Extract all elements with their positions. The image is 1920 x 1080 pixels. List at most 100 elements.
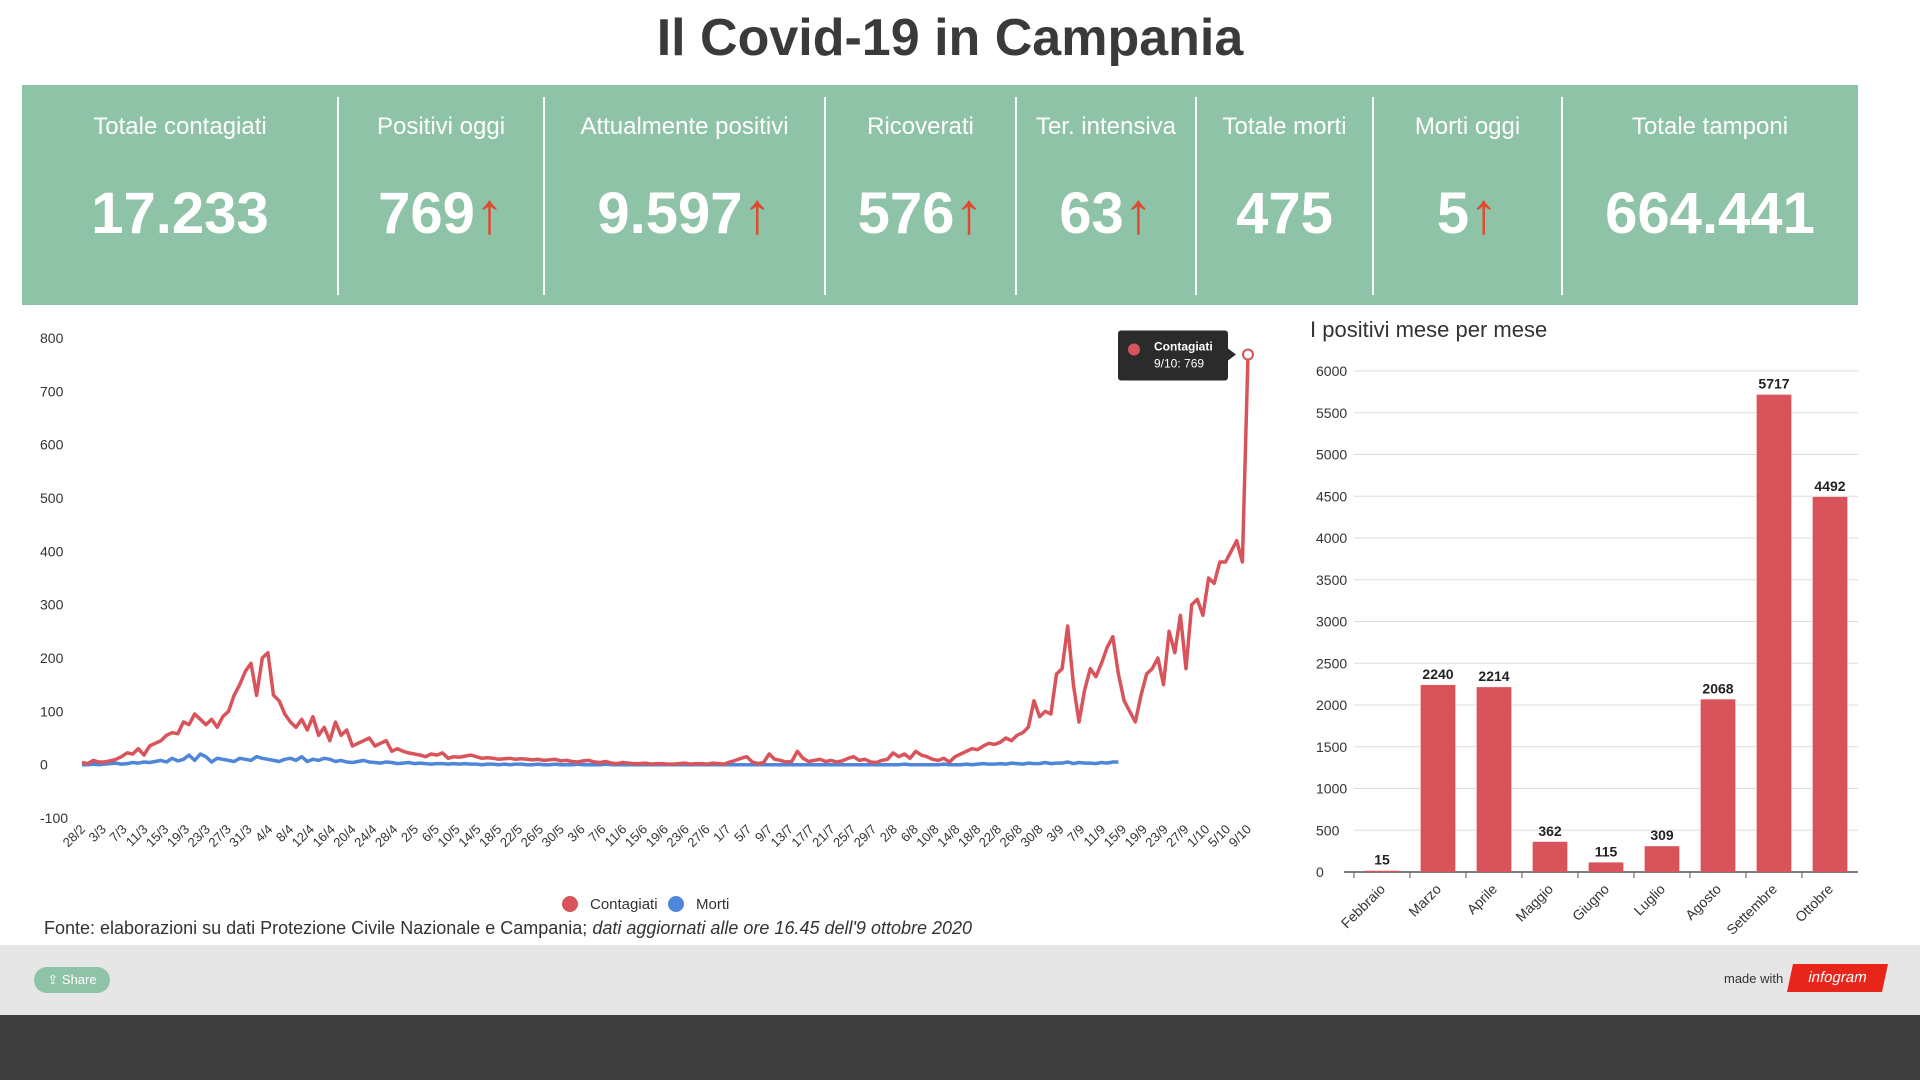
y-tick-label: 500: [40, 490, 64, 506]
kpi-value: 17.233: [22, 180, 338, 247]
share-button[interactable]: ⇪ Share: [34, 967, 110, 993]
kpi-3: Attualmente positivi 9.597↑: [544, 85, 825, 305]
legend-swatch-contagiati[interactable]: [562, 896, 578, 912]
kpi-7: Morti oggi 5↑: [1373, 85, 1562, 305]
legend-label-morti[interactable]: Morti: [696, 896, 729, 913]
bar-value-label: 5717: [1758, 376, 1789, 392]
y-tick-label: 200: [40, 650, 64, 666]
bar-settembre[interactable]: [1756, 394, 1792, 872]
x-tick-label: 30/8: [1017, 822, 1046, 851]
bar-value-label: 2068: [1702, 680, 1733, 696]
x-tick-label: 30/5: [539, 822, 568, 851]
tooltip-box: [1118, 330, 1228, 381]
tooltip-swatch: [1128, 343, 1140, 356]
y-tick-label: -100: [40, 810, 68, 826]
kpi-separator: [1372, 97, 1374, 295]
x-category-label: Settembre: [1723, 881, 1780, 938]
kpi-4: Ricoverati 576↑: [825, 85, 1016, 305]
x-category-label: Aprile: [1463, 881, 1500, 918]
bar-aprile[interactable]: [1476, 687, 1512, 872]
bottom-band: [0, 1015, 1920, 1080]
y-tick-label: 400: [40, 543, 64, 559]
x-tick-label: 3/9: [1043, 822, 1066, 845]
kpi-value: 5↑: [1373, 180, 1562, 247]
x-tick-label: 2/5: [398, 822, 421, 845]
kpi-number: 5: [1436, 181, 1470, 246]
kpi-value: 576↑: [825, 180, 1016, 247]
kpi-label: Totale contagiati: [93, 113, 267, 140]
x-category-label: Luglio: [1630, 881, 1668, 919]
arrow-up-icon: ↑: [742, 181, 772, 246]
y-tick-label: 2500: [1316, 655, 1347, 671]
x-tick-label: 3/3: [86, 822, 109, 845]
kpi-value: 664.441: [1562, 180, 1858, 247]
x-tick-label: 9/10: [1226, 822, 1255, 851]
x-tick-label: 27/6: [684, 822, 713, 851]
x-category-label: Giugno: [1569, 881, 1612, 924]
arrow-up-icon: ↑: [1469, 181, 1499, 246]
series-line-morti[interactable]: [82, 752, 1119, 767]
kpi-number: 769: [378, 181, 475, 246]
legend: Contagiati Morti: [562, 896, 729, 913]
bar-maggio[interactable]: [1532, 841, 1568, 872]
y-tick-label: 700: [40, 383, 64, 399]
share-icon: ⇪: [47, 972, 62, 987]
arrow-up-icon: ↑: [1123, 181, 1153, 246]
y-tick-label: 0: [40, 757, 48, 773]
source-text: Fonte: elaborazioni su dati Protezione C…: [44, 918, 593, 938]
bar-ottobre[interactable]: [1812, 496, 1848, 872]
made-with-text: made with: [1724, 971, 1784, 986]
y-tick-label: 1500: [1316, 739, 1347, 755]
source-note: Fonte: elaborazioni su dati Protezione C…: [44, 918, 972, 939]
arrow-up-icon: ↑: [954, 181, 984, 246]
bar-value-label: 115: [1595, 843, 1618, 859]
kpi-bar: Totale contagiati 17.233 Positivi oggi 769↑…: [22, 85, 1858, 305]
legend-label-contagiati[interactable]: Contagiati: [590, 896, 658, 913]
x-category-label: Agosto: [1682, 881, 1724, 923]
bar-marzo[interactable]: [1420, 684, 1456, 872]
kpi-value: 9.597↑: [544, 180, 825, 247]
bar-chart-title: I positivi mese per mese: [1310, 317, 1547, 342]
kpi-number: 576: [857, 181, 955, 246]
kpi-number: 17.233: [91, 181, 269, 246]
series-line-contagiati[interactable]: [81, 354, 1250, 766]
x-tick-label: 3/6: [564, 822, 587, 845]
tooltip: Contagiati 9/10: 769: [1118, 330, 1236, 381]
highlight-point[interactable]: [1242, 348, 1254, 361]
infogram-logo-text: infogram: [1806, 969, 1869, 986]
bar-febbraio[interactable]: [1364, 870, 1400, 872]
kpi-label: Ricoverati: [867, 113, 974, 140]
kpi-label: Totale morti: [1222, 113, 1347, 140]
kpi-value: 63↑: [1016, 180, 1196, 247]
bar-value-label: 362: [1538, 823, 1562, 839]
y-tick-label: 5500: [1316, 405, 1347, 421]
kpi-number: 9.597: [597, 181, 743, 246]
bar-giugno[interactable]: [1588, 862, 1624, 872]
kpi-label: Attualmente positivi: [580, 113, 789, 140]
bar-value-label: 4492: [1814, 478, 1845, 494]
x-category-label: Febbraio: [1338, 881, 1389, 932]
kpi-separator: [543, 97, 545, 295]
kpi-value: 769↑: [338, 180, 544, 247]
y-tick-label: 800: [40, 330, 64, 346]
bar-agosto[interactable]: [1700, 699, 1736, 872]
y-tick-label: 4000: [1316, 530, 1347, 546]
y-tick-label: 300: [40, 597, 64, 613]
y-tick-label: 3000: [1316, 614, 1347, 630]
bar-luglio[interactable]: [1644, 846, 1680, 872]
kpi-separator: [337, 97, 339, 295]
infogram-logo[interactable]: infogram: [1787, 964, 1888, 992]
x-tick-label: 31/3: [226, 822, 255, 851]
y-tick-label: 500: [1316, 822, 1340, 838]
y-tick-label: 0: [1316, 864, 1324, 880]
y-tick-label: 600: [40, 437, 64, 453]
kpi-separator: [1015, 97, 1017, 295]
page-title: Il Covid-19 in Campania: [656, 9, 1244, 67]
x-tick-label: 4/4: [252, 822, 275, 845]
kpi-number: 63: [1059, 181, 1124, 246]
source-update-text: dati aggiornati alle ore 16.45 dell'9 ot…: [592, 918, 973, 938]
bar-value-label: 2240: [1422, 666, 1453, 682]
kpi-8: Totale tamponi 664.441: [1562, 85, 1858, 305]
kpi-label: Totale tamponi: [1631, 113, 1789, 140]
legend-swatch-morti[interactable]: [668, 896, 684, 912]
